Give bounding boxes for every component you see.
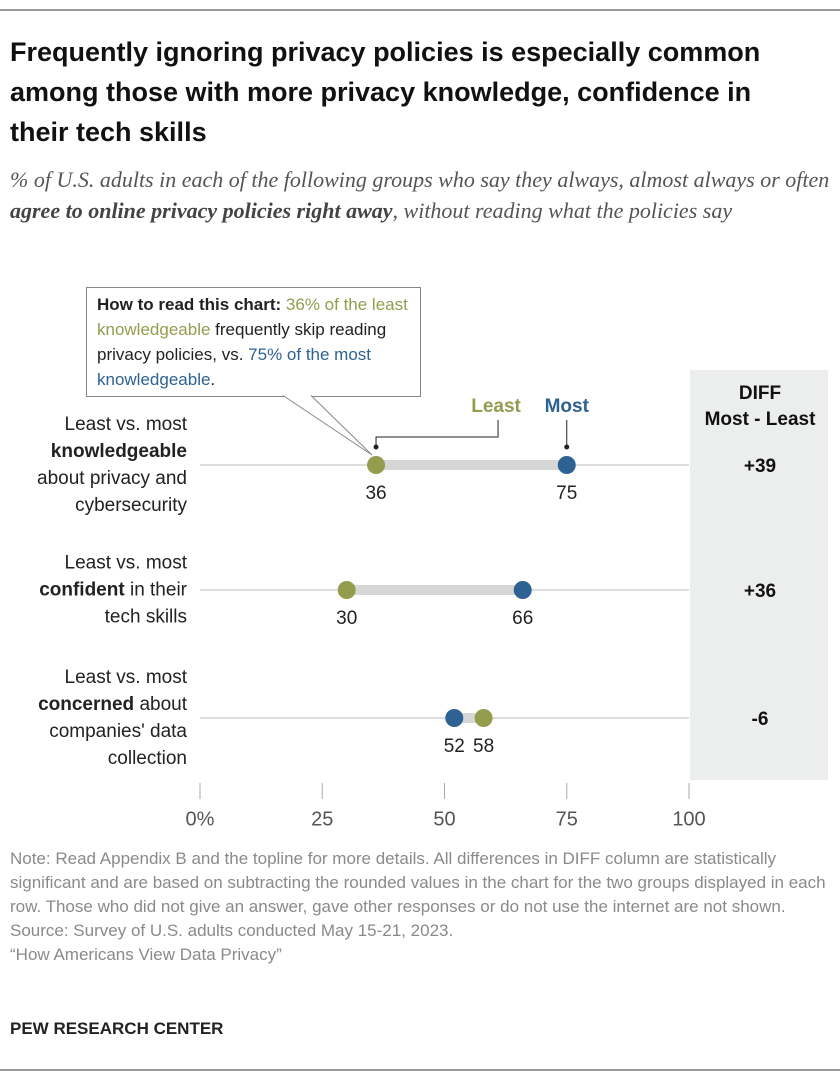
legend-label: Least <box>471 396 521 417</box>
value-label: 52 <box>444 736 465 757</box>
annotation-lead: How to read this chart: <box>97 295 286 314</box>
leader-dot <box>373 444 379 450</box>
diff-label: +36 <box>744 581 776 602</box>
diff-label: -6 <box>752 709 769 730</box>
value-label: 66 <box>512 608 533 629</box>
dot <box>337 581 356 599</box>
subtitle: % of U.S. adults in each of the followin… <box>10 164 835 226</box>
category-text: in their tech skills <box>104 579 187 628</box>
category-emphasis: knowledgeable <box>50 441 187 462</box>
leader-dot <box>564 444 570 450</box>
category-text: Least vs. most <box>64 667 188 688</box>
category-text: Least vs. most <box>64 552 188 574</box>
value-label: 30 <box>336 608 357 629</box>
diff-label: +39 <box>744 456 776 477</box>
annotation-text: . <box>210 370 216 389</box>
subtitle-emphasis: agree to online privacy policies right a… <box>10 198 393 223</box>
category-text: about privacy and cybersecurity <box>37 468 187 516</box>
annotation: How to read this chart: 36% of the least… <box>86 287 421 397</box>
report: “How Americans View Data Privacy” <box>10 945 282 964</box>
subtitle-part: , without reading what the policies say <box>392 198 733 223</box>
note: Note: Read Appendix B and the topline fo… <box>10 849 826 916</box>
annotation-least: 36% of the least knowledgeable <box>97 295 408 339</box>
value-label: 75 <box>556 483 577 504</box>
category-text: Least vs. most <box>64 414 188 435</box>
diff-title: DIFF <box>739 383 781 404</box>
x-tick-label: 0% <box>186 808 215 830</box>
category-emphasis: concerned <box>38 694 135 715</box>
subtitle-part: % of U.S. adults in each of the followin… <box>10 167 830 192</box>
annotation-most: 75% of the most knowledgeable <box>97 345 372 389</box>
org: PEW RESEARCH CENTER <box>10 1019 224 1038</box>
value-label: 36 <box>365 483 386 504</box>
leader-line <box>375 420 499 447</box>
dot <box>557 456 576 474</box>
category-label: Least vs. most confident in their tech s… <box>2 550 187 631</box>
annotation-text: frequently skip reading privacy policies… <box>97 320 387 364</box>
category-text: about companies' data collection <box>49 694 187 769</box>
x-tick-label: 25 <box>311 808 333 830</box>
dot <box>513 581 532 599</box>
dot <box>367 456 386 474</box>
x-tick-label: 100 <box>672 808 705 830</box>
source: Source: Survey of U.S. adults conducted … <box>10 921 454 940</box>
x-tick-label: 50 <box>433 808 455 830</box>
category-emphasis: confident <box>39 579 125 601</box>
dot <box>445 709 464 727</box>
legend-label: Most <box>545 396 590 417</box>
x-tick-label: 75 <box>556 808 578 830</box>
diff-subtitle: Most - Least <box>705 409 817 430</box>
dot <box>474 709 493 727</box>
notes: Note: Read Appendix B and the topline fo… <box>10 847 835 967</box>
value-label: 58 <box>473 736 494 757</box>
category-label: Least vs. most concerned about companies… <box>2 664 187 772</box>
title: Frequently ignoring privacy policies is … <box>10 37 761 147</box>
diff-panel <box>690 370 828 780</box>
category-label: Least vs. most knowledgeable about priva… <box>2 411 187 519</box>
